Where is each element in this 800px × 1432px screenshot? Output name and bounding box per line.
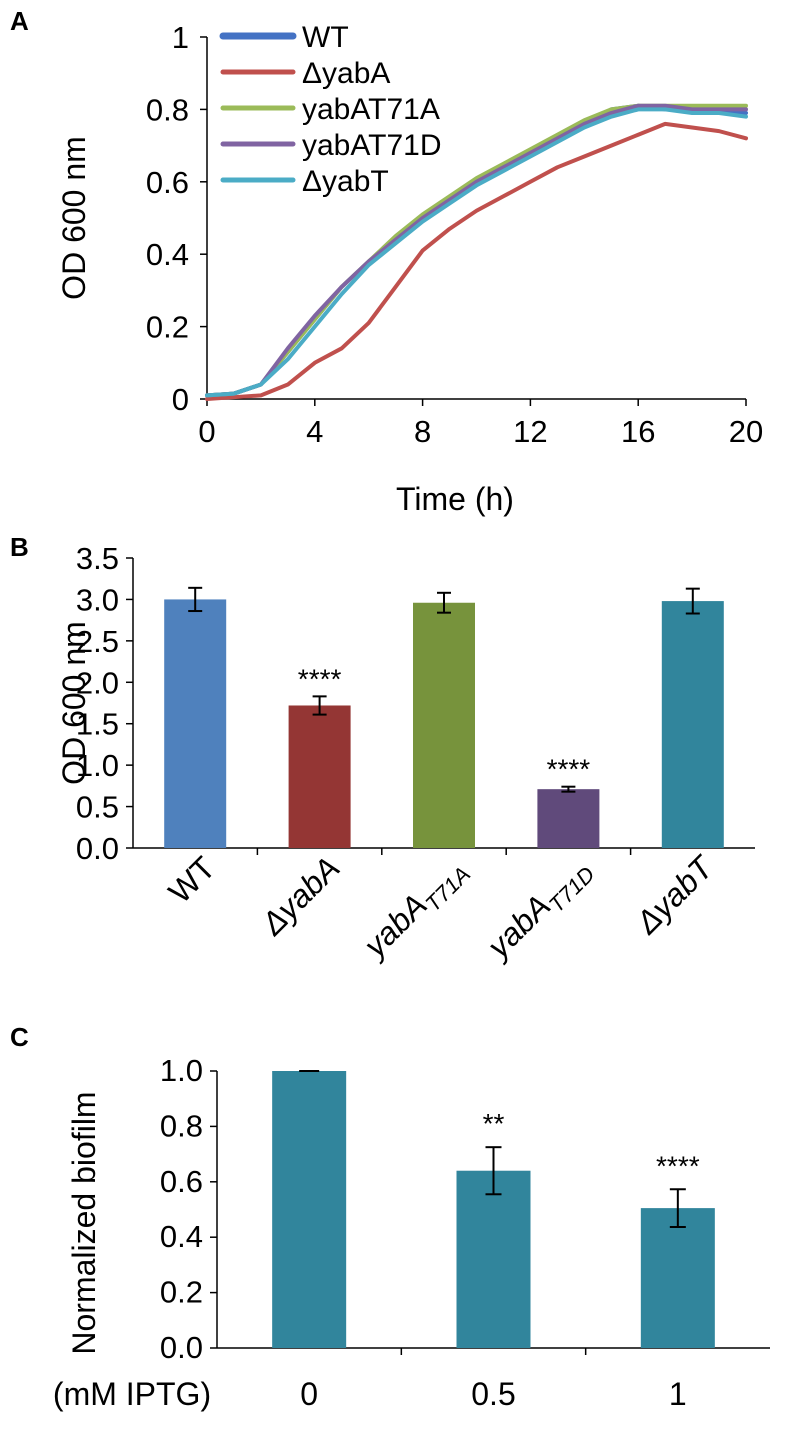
- panel-a-y-tick-label: 0.2: [146, 310, 189, 345]
- panel-a-y-tick-label: 0.8: [146, 92, 189, 127]
- panel-c-category-label-1: 0: [300, 1376, 318, 1412]
- panel-b-significance-label: ****: [547, 754, 591, 785]
- panel-b-y-tick-label: 3.5: [76, 541, 119, 576]
- panel-b-significance-label: ****: [298, 663, 342, 694]
- panel-a-legend-label-4: yabAT71D: [302, 129, 442, 162]
- panel-a-series-line-4: [205, 103, 748, 398]
- panel-b-category-label-2: ΔyabA: [254, 849, 347, 942]
- panel-b-y-tick-label: 1.5: [76, 707, 119, 742]
- panel-b-category-label-5: ΔyabT: [628, 848, 721, 941]
- panel-b-label: B: [10, 532, 29, 562]
- panel-b-bar-chart: 0.00.51.01.52.02.53.03.5WT****ΔyabA yabAT…: [76, 541, 755, 970]
- panel-a-x-tick-label: 16: [621, 414, 655, 449]
- panel-a-x-axis-title: Time (h): [396, 481, 514, 517]
- panel-c-bar-1: [272, 1071, 347, 1348]
- panel-c-label: C: [10, 1022, 29, 1052]
- panel-b-category-label-1: WT: [162, 849, 223, 910]
- panel-a-x-tick-label: 4: [306, 414, 323, 449]
- panel-a-x-tick-label: 12: [513, 414, 547, 449]
- panel-b-bar-1: [164, 599, 227, 848]
- panel-b-bar-3: [413, 602, 475, 848]
- panel-b-y-axis-title: OD 600 nm: [56, 621, 92, 785]
- panel-b-y-tick-label: 0.0: [76, 831, 119, 866]
- panel-a-legend-label-5: ΔyabT: [302, 165, 389, 198]
- panel-a-series-line-2: [205, 121, 748, 401]
- panel-c-y-tick-label: 0.4: [160, 1219, 203, 1254]
- panel-c-x-axis-title: (mM IPTG): [53, 1376, 211, 1412]
- panel-b-y-tick-label: 0.5: [76, 790, 119, 825]
- panel-c-y-axis-title: Normalized biofilm: [66, 1091, 102, 1354]
- panel-c-y-tick-label: 0.8: [160, 1108, 203, 1143]
- panel-a-legend-label-3: yabAT71A: [302, 93, 440, 126]
- panel-a-y-tick-label: 1: [172, 20, 189, 55]
- panel-c-category-label-2: 0.5: [471, 1376, 515, 1412]
- panel-c-y-tick-label: 0.6: [160, 1164, 203, 1199]
- panel-c-category-label-3: 1: [669, 1376, 687, 1412]
- panel-b-y-tick-label: 2.5: [76, 624, 119, 659]
- panel-c-bar-2: [456, 1170, 531, 1348]
- panel-c-y-tick-label: 0.2: [160, 1275, 203, 1310]
- panel-b-category-subscript: T71D: [544, 861, 600, 917]
- panel-a-y-axis-title: OD 600 nm: [56, 136, 92, 300]
- panel-b-category-main: ΔyabA: [254, 849, 347, 942]
- panel-a-label: A: [10, 6, 29, 36]
- panel-b-y-tick-label: 2.0: [76, 665, 119, 700]
- panel-b-category-label-4: yabAT71D: [479, 849, 600, 970]
- panel-c-significance-label: ****: [656, 1150, 700, 1181]
- panel-b-category-label-3: yabAT71A: [355, 849, 475, 969]
- panel-a-x-tick-label: 0: [198, 414, 215, 449]
- panel-b-bar-4: [537, 789, 600, 848]
- panel-a-y-tick-label: 0: [172, 382, 189, 417]
- panel-b-category-subscript: T71A: [420, 862, 475, 917]
- panel-a-series-line-5: [205, 107, 748, 398]
- panel-b-bar-2: [288, 705, 351, 848]
- panel-a-y-tick-label: 0.4: [146, 237, 189, 272]
- panel-a-legend-label-1: WT: [302, 21, 349, 54]
- panel-c-y-tick-label: 1.0: [160, 1053, 203, 1088]
- panel-a-y-tick-label: 0.6: [146, 165, 189, 200]
- panel-a-x-tick-label: 20: [729, 414, 763, 449]
- panel-c-significance-label: **: [483, 1108, 505, 1139]
- panel-c-y-tick-label: 0.0: [160, 1330, 203, 1365]
- panel-b-category-main: WT: [162, 849, 223, 910]
- panel-a-x-tick-label: 8: [414, 414, 431, 449]
- panel-b-category-main: ΔyabT: [628, 848, 721, 941]
- panel-b-y-tick-label: 3.0: [76, 582, 119, 617]
- panel-c-bar-3: [640, 1208, 715, 1348]
- panel-a-legend-label-2: ΔyabA: [302, 57, 390, 90]
- panel-b-bar-5: [661, 601, 724, 848]
- panel-a-line-chart: 0 0.2 0.4 0.6 0.8 1 0 4 8 12 16 20 WTΔyabAyabAT71Aya…: [146, 20, 763, 449]
- panel-a-series-line-3: [205, 103, 748, 398]
- panel-c-bar-chart: 0.0 0.2 0.4 0.6 0.8 1.0 0 ** 0.5 **** 1: [160, 1053, 770, 1412]
- panel-b-y-tick-label: 1.0: [76, 748, 119, 783]
